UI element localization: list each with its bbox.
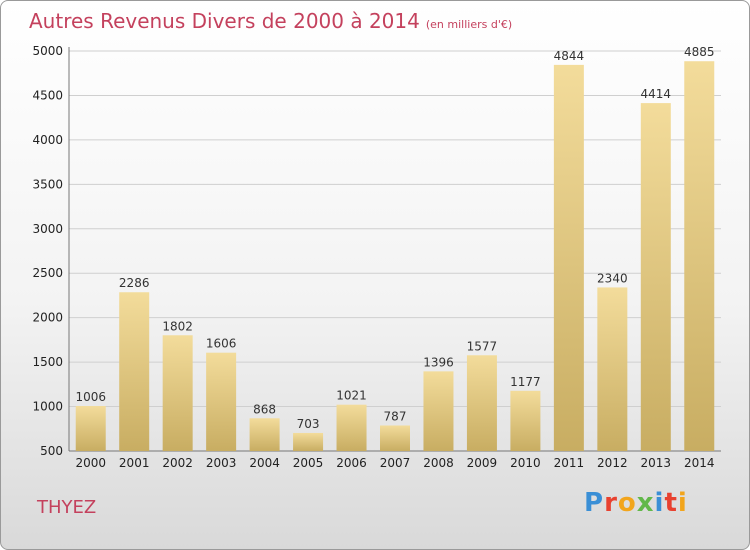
proxiti-logo: Proxiti: [584, 488, 688, 518]
chart-title-text: Autres Revenus Divers de 2000 à 2014: [29, 9, 420, 33]
y-tick-label: 2000: [32, 311, 63, 325]
logo-letter: o: [617, 488, 637, 518]
bar-2001: [119, 292, 150, 451]
x-tick-label-2004: 2004: [249, 456, 280, 470]
value-label-2009: 1577: [467, 339, 498, 353]
chart-title: Autres Revenus Divers de 2000 à 2014 (en …: [29, 9, 512, 33]
y-tick-label: 3000: [32, 222, 63, 236]
bar-2005: [293, 432, 324, 451]
x-tick-label-2006: 2006: [336, 456, 367, 470]
value-label-2013: 4414: [641, 87, 672, 101]
bar-2012: [597, 287, 628, 451]
town-name: THYEZ: [37, 497, 97, 518]
x-tick-label-2010: 2010: [510, 456, 541, 470]
x-tick-label-2008: 2008: [423, 456, 454, 470]
value-label-2008: 1396: [423, 355, 454, 369]
y-tick-label: 5000: [32, 44, 63, 58]
logo-letter: i: [677, 488, 688, 518]
logo-letter: P: [584, 488, 605, 518]
x-tick-label-2003: 2003: [206, 456, 237, 470]
x-tick-label-2011: 2011: [554, 456, 585, 470]
value-label-2007: 787: [384, 409, 407, 423]
value-label-2003: 1606: [206, 337, 237, 351]
y-tick-labels: 500 1000 1500 2000 2500 3000 3500 4000 4500 5000: [32, 44, 63, 458]
value-label-2005: 703: [297, 417, 320, 431]
x-tick-label-2013: 2013: [641, 456, 672, 470]
y-tick-label: 500: [40, 444, 63, 458]
x-tick-labels: 2000 2001 2002 2003 2004 2005 2006 2007 2008 2009…: [75, 456, 714, 470]
bar-2009: [466, 355, 497, 451]
bar-2011: [553, 64, 584, 451]
y-tick-label: 2500: [32, 266, 63, 280]
y-tick-label: 1500: [32, 355, 63, 369]
value-label-2011: 4844: [554, 49, 585, 63]
bar-2007: [380, 425, 410, 451]
x-tick-label-2005: 2005: [293, 456, 324, 470]
value-label-2002: 1802: [162, 319, 193, 333]
y-tick-label: 4500: [32, 88, 63, 102]
value-label-2014: 4885: [684, 45, 715, 59]
logo-letter: t: [664, 488, 678, 518]
x-tick-label-2001: 2001: [119, 456, 150, 470]
y-tick-label: 1000: [32, 400, 63, 414]
bar-2002: [162, 335, 193, 451]
bar-2006: [336, 404, 367, 451]
value-label-2000: 1006: [75, 390, 106, 404]
value-labels: 1006 2286 1802 1606 868 703 1021 787 1396 1577 117…: [75, 45, 714, 431]
x-tick-label-2000: 2000: [75, 456, 106, 470]
logo-letter: i: [654, 488, 665, 518]
value-label-2004: 868: [253, 402, 276, 416]
bar-2000: [75, 406, 106, 451]
logo-letter: x: [636, 488, 655, 518]
chart-unit: (en milliers d'€): [425, 18, 513, 31]
x-tick-label-2012: 2012: [597, 456, 628, 470]
x-tick-label-2002: 2002: [162, 456, 193, 470]
logo-letter: r: [604, 488, 618, 518]
bar-2008: [423, 371, 454, 451]
bar-2013: [640, 103, 671, 451]
value-label-2001: 2286: [119, 276, 150, 290]
x-tick-label-2009: 2009: [467, 456, 498, 470]
value-label-2006: 1021: [336, 389, 367, 403]
bars: [75, 61, 715, 451]
y-tick-label: 4000: [32, 133, 63, 147]
bar-2014: [684, 61, 715, 451]
bar-2003: [206, 352, 237, 451]
x-tick-label-2014: 2014: [684, 456, 715, 470]
value-label-2012: 2340: [597, 271, 628, 285]
bar-2004: [249, 418, 280, 451]
value-label-2010: 1177: [510, 375, 541, 389]
x-tick-label-2007: 2007: [380, 456, 411, 470]
y-tick-label: 3500: [32, 177, 63, 191]
bar-2010: [510, 390, 541, 451]
